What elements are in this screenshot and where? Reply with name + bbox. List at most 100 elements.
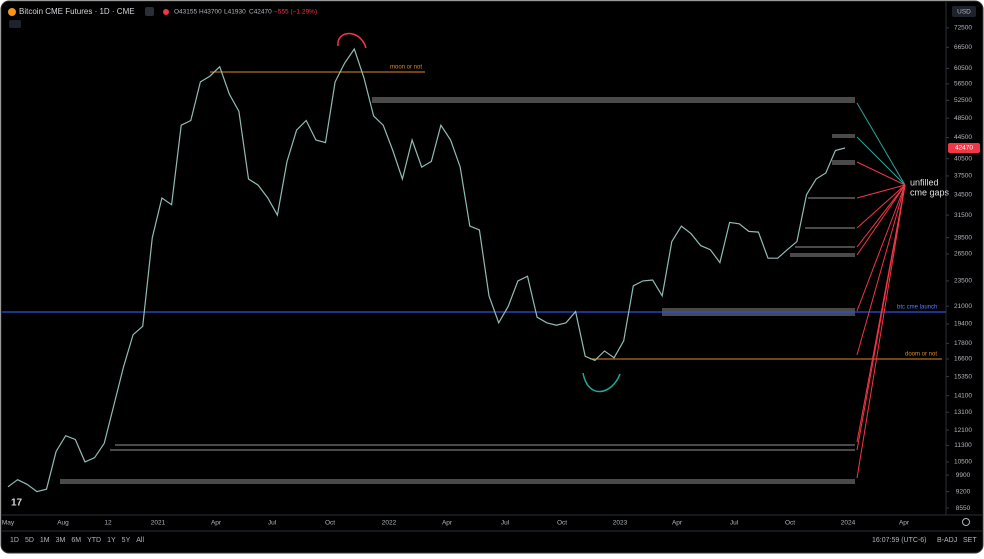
y-tick-label: 15350 [954,373,972,380]
symbol-icon [8,8,16,16]
goto-button[interactable] [962,518,970,526]
range-button[interactable]: 5D [25,537,34,544]
ohlc-low: L41930 [224,9,246,16]
y-tick-label: 17800 [954,340,972,347]
range-buttons: 1D 5D 1M 3M 6M YTD 1Y 5Y All [10,537,144,544]
symbol-button[interactable] [145,7,154,16]
y-tick-label: 11300 [954,442,972,449]
x-tick-label: 2022 [382,520,397,527]
x-tick-label: Aug [57,520,69,527]
x-tick-label: 2023 [613,520,628,527]
y-tick-label: 9900 [956,472,971,479]
gap-arrow [856,184,906,356]
gap-zone [805,227,855,229]
moon-label: moon or not [390,65,422,71]
gap-arrow [856,102,906,186]
gap-zone [372,97,855,103]
y-tick-label: 31500 [954,212,972,219]
y-tick-label: 19400 [954,321,972,328]
y-tick-label: 34500 [954,191,972,198]
gap-arrow [856,161,906,186]
gap-zone [808,197,855,199]
gap-arrows [856,102,906,479]
gap-arrow [856,184,906,248]
gap-zone [60,479,855,484]
range-button[interactable]: 1Y [107,537,116,544]
y-tick-label: 23500 [954,278,972,285]
y-tick-label: 13100 [954,409,972,416]
currency-button[interactable] [952,6,976,17]
gap-arrow [856,184,906,451]
x-tick-label: May [2,520,15,527]
x-tick-label: 2024 [841,520,856,527]
y-tick-label: 72500 [954,25,972,32]
y-tick-label: 28500 [954,234,972,241]
clock: 16:07:59 (UTC-6) [872,537,926,544]
gap-arrow [856,184,906,479]
last-price-tag [948,142,980,153]
gap-zone [832,160,855,165]
x-tick-label: Apr [211,520,222,527]
x-tick-label: Oct [325,520,335,527]
y-tick-label: 10500 [954,459,972,466]
y-tick-label: 56500 [954,81,972,88]
range-button[interactable]: 1D [10,537,19,544]
x-tick-label: Apr [672,520,683,527]
x-tick-label: 12 [104,520,112,527]
adj-toggle[interactable]: B-ADJ [937,537,957,544]
range-button[interactable]: 6M [71,537,81,544]
range-button[interactable]: 5Y [122,537,131,544]
y-tick-label: 26500 [954,251,972,258]
ohlc-high: H43700 [199,9,222,16]
gap-arrow [856,184,906,199]
ohlc-open: O43155 [174,9,198,16]
symbol-title[interactable]: Bitcoin CME Futures · 1D · CME [19,7,135,16]
bottom-arrow [582,372,621,393]
gap-zone [790,253,855,257]
y-tick-label: 60500 [954,65,972,72]
y-tick-label: 16600 [954,356,972,363]
gap-arrow [856,184,906,312]
gap-zone [832,134,855,138]
y-tick-label: 52500 [954,97,972,104]
x-tick-label: Jul [268,520,277,527]
gap-arrow [856,184,906,256]
x-tick-label: Oct [785,520,795,527]
range-button[interactable]: All [136,537,144,544]
gaps-label: unfilled [910,177,939,187]
x-tick-label: 2021 [151,520,166,527]
range-button[interactable]: 1M [40,537,50,544]
status-dot [163,9,169,15]
y-tick-label: 14100 [954,392,972,399]
gap-zone [110,449,855,451]
collapse-button[interactable] [9,20,21,28]
range-button[interactable]: 3M [56,537,66,544]
y-tick-label: 12100 [954,427,972,434]
series-layer [7,47,846,493]
x-tick-label: Apr [442,520,453,527]
x-tick-label: Jul [730,520,739,527]
y-tick-label: 40500 [954,155,972,162]
y-tick-label: 21000 [954,303,972,310]
y-tick-label: 48500 [954,115,972,122]
launch-label: btc cme launch [897,305,937,311]
ohlc-change: −555 (−1.29%) [274,9,317,16]
last-price-label: 42470 [955,145,973,152]
doom-label: doom or not [905,352,937,358]
gap-arrow [856,184,906,229]
gaps-label: cme gaps [910,187,950,197]
x-tick-label: Apr [899,520,910,527]
y-tick-label: 44500 [954,134,972,141]
ohlc-close: C42470 [249,9,272,16]
top-arrow [337,32,367,49]
price-line [7,47,846,493]
range-button[interactable]: YTD [87,537,101,544]
logo: 17 [11,498,23,509]
gap-zone [115,444,855,446]
x-tick-label: Oct [557,520,567,527]
x-tick-label: Jul [501,520,510,527]
currency: USD [957,9,971,16]
settings-toggle[interactable]: SET [963,537,977,544]
